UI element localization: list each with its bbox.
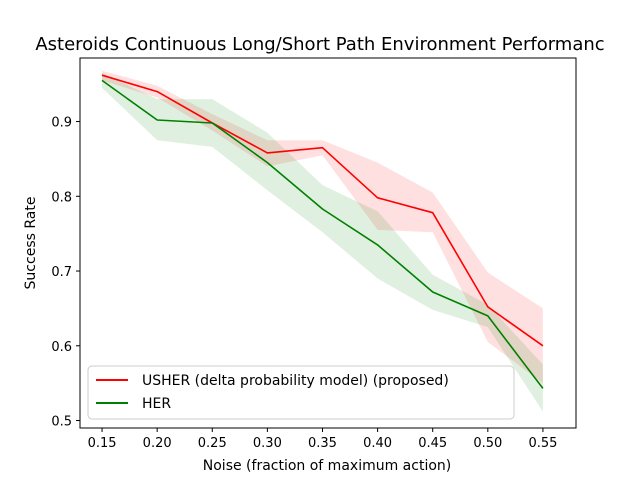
x-tick-label: 0.35 [308,436,337,451]
x-tick-label: 0.15 [88,436,117,451]
legend-box [87,365,515,420]
x-tick-label: 0.30 [253,436,282,451]
x-tick-label: 0.45 [418,436,447,451]
plot-frame [79,57,577,429]
series-line-1 [101,79,544,389]
x-tick-label: 0.25 [198,436,227,451]
x-tick-label: 0.50 [473,436,502,451]
y-tick-label: 0.9 [51,116,72,131]
legend: USHER (delta probability model) (propose… [87,365,515,420]
confidence-bands [102,70,543,412]
y-tick-label: 0.7 [51,265,72,280]
y-tick-label: 0.6 [51,340,72,355]
series-lines [101,74,544,389]
confidence-band-0 [102,70,543,384]
confidence-band-1 [102,72,543,412]
x-axis: 0.15 0.20 0.25 0.30 0.35 0.40 0.45 0.50 0.55 [88,428,557,451]
x-tick-label: 0.55 [528,436,557,451]
x-tick-label: 0.40 [363,436,392,451]
y-axis: 0.5 0.6 0.7 0.8 0.9 [51,116,80,430]
x-tick-label: 0.20 [143,436,172,451]
x-axis-label: Noise (fraction of maximum action) [203,458,451,474]
plot-area [79,57,577,429]
legend-label-usher: USHER (delta probability model) (propose… [142,373,449,389]
chart-title: Asteroids Continuous Long/Short Path Env… [35,34,604,55]
legend-label-her: HER [142,396,171,412]
y-tick-label: 0.8 [51,190,72,205]
y-axis-label: Success Rate [23,197,39,290]
series-line-0 [101,74,544,347]
y-tick-label: 0.5 [51,415,72,430]
